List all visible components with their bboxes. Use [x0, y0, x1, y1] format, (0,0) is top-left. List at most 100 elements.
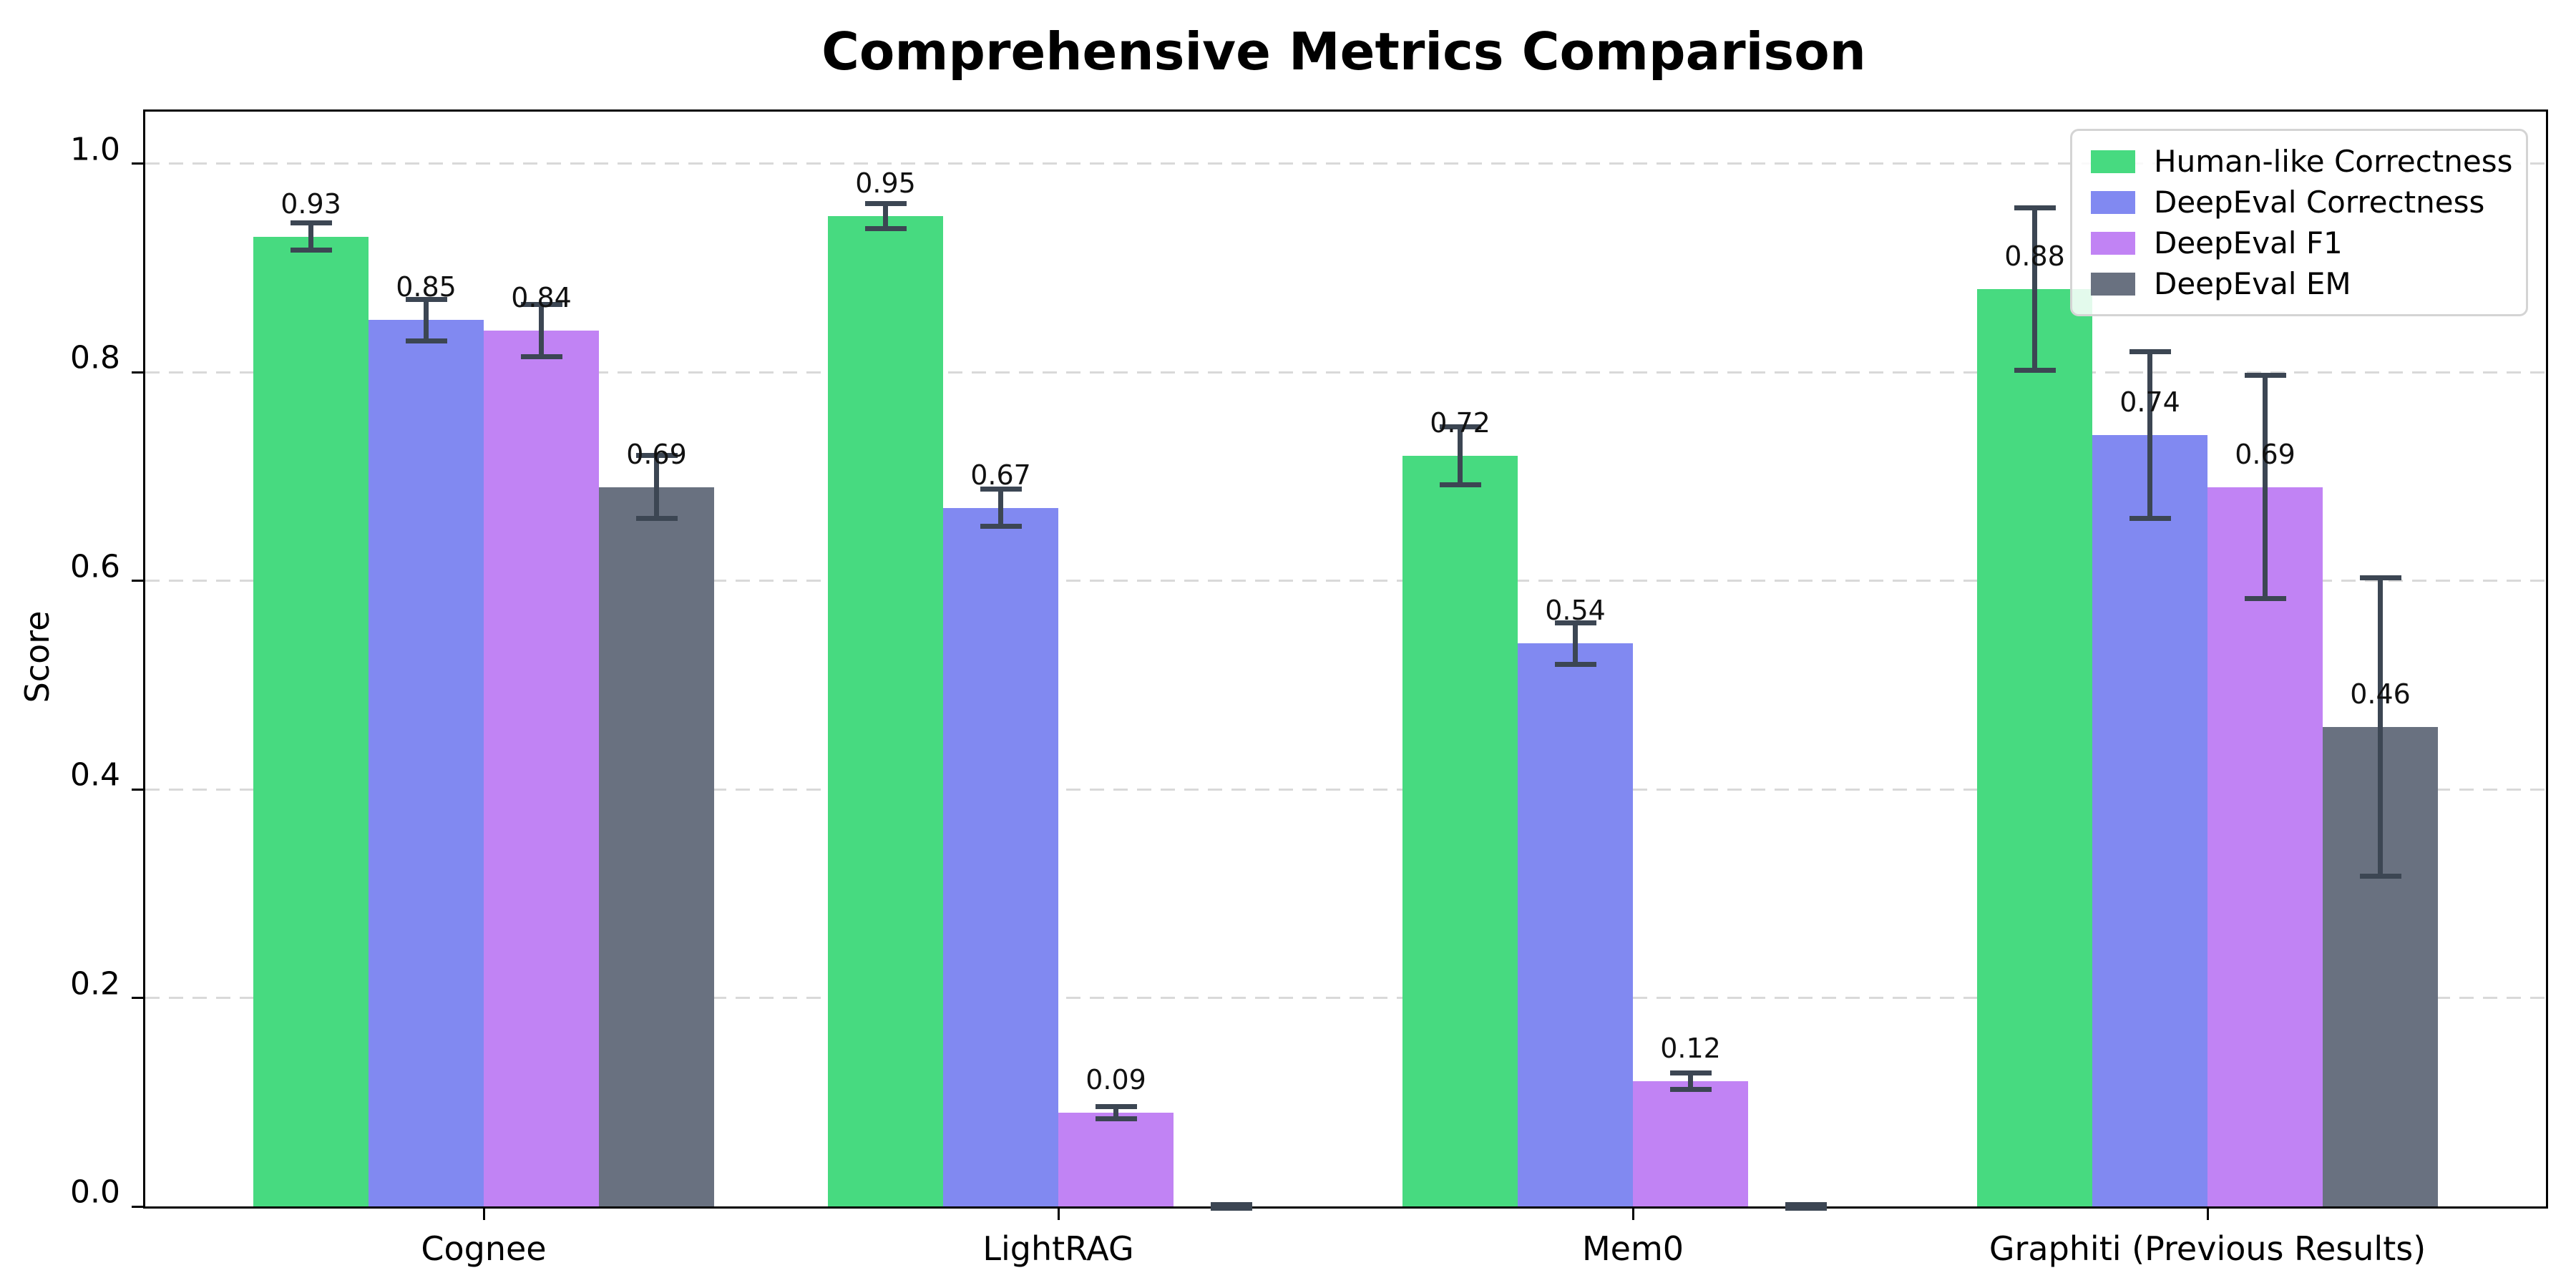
- bar-value-label: 0.95: [855, 167, 916, 199]
- error-bar: [2378, 577, 2383, 877]
- error-bar: [2032, 208, 2037, 371]
- error-bar-cap: [290, 248, 332, 253]
- legend-swatch: [2091, 231, 2135, 255]
- bar: [1402, 455, 1518, 1206]
- bar: [1633, 1081, 1748, 1206]
- bar-value-label: 0.74: [2119, 386, 2180, 418]
- error-bar-cap: [635, 515, 678, 521]
- x-tick-label: LightRAG: [982, 1229, 1134, 1268]
- error-bar-cap: [1554, 620, 1596, 625]
- error-bar-cap: [1439, 424, 1481, 429]
- bar-value-label: 0.72: [1430, 406, 1491, 439]
- error-bar: [539, 304, 544, 357]
- chart-title: Comprehensive Metrics Comparison: [821, 21, 1866, 82]
- bar-value-label: 0.69: [626, 438, 687, 470]
- error-bar-cap: [1210, 1206, 1252, 1211]
- legend-label: Human-like Correctness: [2154, 144, 2513, 179]
- error-bar-cap: [864, 225, 907, 231]
- error-bar-cap: [405, 338, 447, 344]
- error-bar-cap: [2014, 367, 2056, 373]
- y-tick-mark: [132, 1205, 143, 1208]
- error-bar: [1113, 1106, 1118, 1119]
- legend-item: Human-like Correctness: [2091, 144, 2513, 179]
- gridline: [145, 997, 2546, 1000]
- legend: Human-like Correctness DeepEval Correctne…: [2070, 129, 2528, 316]
- error-bar-cap: [1554, 661, 1596, 667]
- error-bar: [1688, 1073, 1693, 1090]
- error-bar-cap: [2359, 575, 2401, 580]
- error-bar: [998, 489, 1003, 527]
- error-bar-cap: [2359, 873, 2401, 879]
- gridline: [145, 371, 2546, 374]
- bar-value-label: 0.85: [396, 271, 457, 303]
- legend-label: DeepEval Correctness: [2154, 185, 2485, 220]
- bar-value-label: 0.93: [280, 187, 341, 220]
- x-tick-label: Cognee: [421, 1229, 547, 1268]
- error-bar: [654, 455, 659, 519]
- bar: [1977, 288, 2092, 1206]
- bar: [369, 320, 484, 1206]
- y-tick-mark: [132, 997, 143, 1000]
- bar: [828, 215, 943, 1206]
- bar: [253, 236, 369, 1206]
- legend-swatch: [2091, 150, 2135, 173]
- error-bar-cap: [1785, 1206, 1827, 1211]
- error-bar: [1458, 426, 1463, 485]
- y-tick-mark: [132, 162, 143, 165]
- y-axis-label: Score: [18, 610, 57, 703]
- error-bar-cap: [1669, 1070, 1712, 1075]
- x-tick-mark: [1631, 1209, 1634, 1220]
- error-bar-cap: [864, 200, 907, 206]
- x-tick-mark: [482, 1209, 485, 1220]
- bar: [1518, 643, 1633, 1206]
- x-tick-mark: [2206, 1209, 2209, 1220]
- legend-swatch: [2091, 272, 2135, 296]
- y-tick-label: 1.0: [70, 131, 120, 168]
- error-bar-cap: [2014, 205, 2056, 210]
- bar-value-label: 0.69: [2235, 438, 2296, 470]
- error-bar-cap: [635, 453, 678, 459]
- error-bar: [308, 223, 313, 250]
- error-bar-cap: [1439, 482, 1481, 488]
- error-bar: [2263, 375, 2268, 599]
- bar: [599, 487, 714, 1206]
- y-tick-mark: [132, 371, 143, 374]
- bar: [2092, 434, 2207, 1206]
- bar: [1058, 1112, 1174, 1206]
- y-tick-label: 0.0: [70, 1174, 120, 1211]
- legend-swatch: [2091, 190, 2135, 214]
- error-bar-cap: [2129, 515, 2171, 521]
- bar-value-label: 0.54: [1545, 595, 1606, 627]
- y-tick-mark: [132, 580, 143, 582]
- error-bar-cap: [1785, 1201, 1827, 1207]
- error-bar-cap: [290, 220, 332, 226]
- bar: [484, 331, 599, 1206]
- y-tick-label: 0.2: [70, 965, 120, 1002]
- error-bar: [883, 203, 888, 229]
- error-bar-cap: [1095, 1103, 1137, 1109]
- bar-value-label: 0.67: [970, 459, 1031, 491]
- gridline: [145, 788, 2546, 791]
- y-tick-label: 0.6: [70, 548, 120, 585]
- bar-value-label: 0.12: [1660, 1033, 1721, 1065]
- x-tick-label: Mem0: [1581, 1229, 1684, 1268]
- legend-item: DeepEval Correctness: [2091, 185, 2507, 220]
- error-bar-cap: [2244, 373, 2286, 379]
- gridline: [145, 580, 2546, 582]
- bar-value-label: 0.88: [2004, 240, 2065, 272]
- bar: [943, 507, 1058, 1206]
- error-bar: [1573, 623, 1578, 665]
- y-tick-mark: [132, 788, 143, 791]
- error-bar-cap: [980, 524, 1022, 530]
- legend-label: DeepEval F1: [2154, 225, 2343, 260]
- error-bar: [2147, 351, 2152, 519]
- error-bar-cap: [520, 302, 562, 308]
- x-tick-mark: [1057, 1209, 1060, 1220]
- error-bar-cap: [2244, 596, 2286, 601]
- error-bar-cap: [980, 487, 1022, 492]
- error-bar-cap: [2129, 348, 2171, 354]
- legend-item: DeepEval EM: [2091, 266, 2507, 301]
- legend-label: DeepEval EM: [2154, 266, 2351, 301]
- error-bar: [424, 299, 429, 341]
